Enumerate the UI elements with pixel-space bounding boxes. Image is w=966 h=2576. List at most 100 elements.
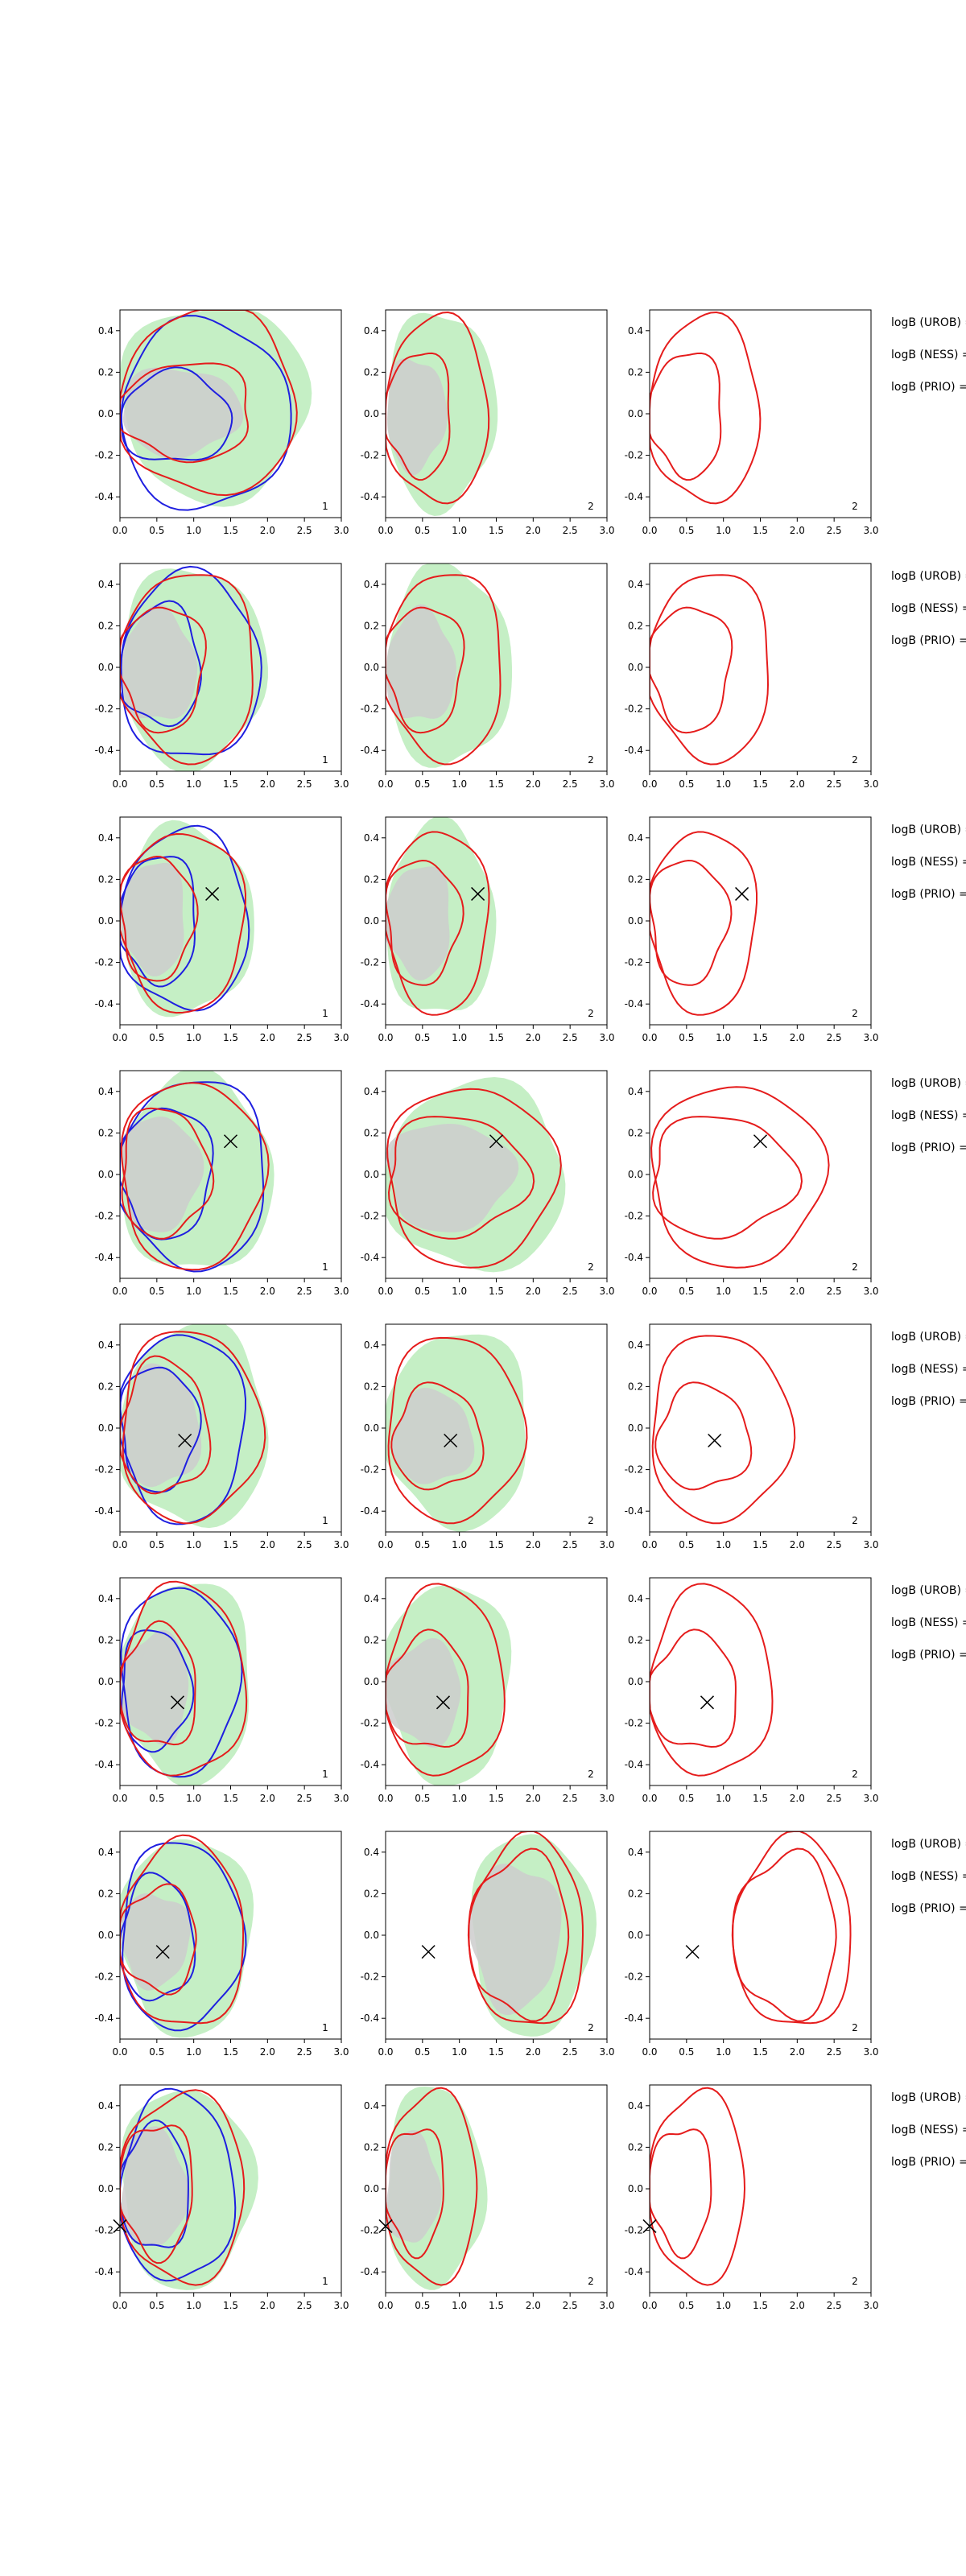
y-tick-label: -0.4	[361, 491, 379, 502]
fill-inner-region	[387, 358, 448, 476]
y-tick-label: -0.4	[625, 2266, 643, 2277]
x-tick-label: 0.0	[378, 2300, 393, 2311]
y-tick-label: -0.2	[361, 1464, 379, 1476]
red-contour-inner	[652, 1116, 803, 1240]
x-tick-label: 2.0	[790, 1286, 805, 1297]
x-tick-label: 3.0	[599, 778, 614, 790]
plot-area	[650, 1578, 871, 1785]
y-tick-label: -0.2	[95, 1971, 114, 1983]
y-tick-label: -0.2	[625, 704, 643, 715]
x-tick-label: 2.5	[827, 1793, 842, 1804]
y-tick-label: 0.2	[98, 620, 114, 631]
y-tick-label: -0.4	[95, 745, 114, 756]
x-tick-label: 2.0	[790, 1539, 805, 1550]
cross-marker	[170, 1695, 185, 1710]
panel-number-label: 2	[852, 754, 858, 766]
y-tick-label: -0.2	[361, 2225, 379, 2236]
y-tick-label: 0.2	[628, 1888, 643, 1899]
red-contour-outer	[120, 574, 254, 766]
x-tick-label: 2.5	[297, 778, 312, 790]
y-tick-label: 0.0	[364, 662, 379, 673]
y-tick-label: -0.2	[95, 957, 114, 968]
logb-label: logB (PRIO) =	[891, 1902, 966, 1915]
red-contour-inner	[120, 1620, 196, 1746]
fill-inner-region	[120, 2126, 190, 2247]
x-tick-label: 0.5	[415, 1539, 430, 1550]
panel-number-label: 2	[588, 1261, 594, 1273]
y-tick-label: 0.0	[628, 1930, 643, 1941]
panel-5-3: 0.0 0.5 1.0 1.5 2.0 2.5 3.0 -0.4 -0.2 0.0 0.2 0.4 2	[625, 1323, 879, 1550]
plot-content	[731, 1831, 852, 2025]
y-tick-label: -0.2	[625, 957, 643, 968]
x-tick-label: 0.5	[415, 1032, 430, 1043]
x-tick-label: 2.5	[827, 2046, 842, 2058]
y-tick-label: 0.4	[98, 1086, 114, 1097]
red-contour-inner	[120, 1355, 212, 1495]
red-contour-outer	[120, 832, 247, 1014]
y-tick-label: -0.4	[95, 1759, 114, 1770]
y-tick-label: 0.2	[364, 1634, 379, 1645]
plot-content	[386, 1334, 528, 1532]
red-contour-outer	[120, 1580, 248, 1777]
x-tick-label: 1.0	[186, 1032, 201, 1043]
x-tick-label: 0.0	[642, 1032, 657, 1043]
x-tick-label: 0.5	[415, 2046, 430, 2058]
x-tick-label: 2.5	[563, 1286, 578, 1297]
x-tick-label: 2.0	[260, 1793, 275, 1804]
x-tick-label: 3.0	[333, 1286, 349, 1297]
x-tick-label: 0.5	[149, 1032, 164, 1043]
y-tick-label: 0.4	[628, 1847, 643, 1858]
panel-number-label: 1	[322, 1515, 328, 1526]
red-contour-inner	[650, 2128, 712, 2260]
panel-number-label: 2	[852, 501, 858, 512]
red-contour-inner	[386, 2128, 444, 2260]
cross-marker-stroke	[155, 1945, 170, 1959]
y-tick-label: 0.0	[364, 915, 379, 927]
cross-marker	[223, 1134, 238, 1149]
fill-inner-region	[386, 1638, 461, 1748]
red-contour-inner	[386, 606, 465, 734]
red-contour-inner	[650, 859, 733, 986]
x-tick-label: 0.0	[112, 2046, 127, 2058]
red-contour-inner	[120, 1883, 197, 1996]
panel-8-1: 0.0 0.5 1.0 1.5 2.0 2.5 3.0 -0.4 -0.2 0.0 0.2 0.4 1	[95, 2084, 349, 2311]
x-tick-label: 3.0	[863, 1793, 878, 1804]
red-contour-outer	[650, 311, 762, 505]
y-tick-label: -0.4	[361, 2266, 379, 2277]
y-tick-label: 0.4	[98, 325, 114, 336]
panel-number-label: 1	[322, 1008, 328, 1019]
x-tick-label: 0.5	[679, 1539, 694, 1550]
x-tick-label: 2.5	[297, 2046, 312, 2058]
y-tick-label: -0.2	[95, 1718, 114, 1729]
panel-2-1: 0.0 0.5 1.0 1.5 2.0 2.5 3.0 -0.4 -0.2 0.0 0.2 0.4 1	[95, 563, 349, 790]
y-tick-label: -0.4	[361, 1759, 379, 1770]
x-tick-label: 0.5	[415, 1793, 430, 1804]
plot-area	[650, 1324, 871, 1532]
y-tick-label: 0.2	[364, 873, 379, 885]
y-tick-label: -0.2	[361, 1211, 379, 1222]
fill-inner-region	[120, 1117, 204, 1232]
plot-content	[386, 311, 498, 516]
panel-4-1: 0.0 0.5 1.0 1.5 2.0 2.5 3.0 -0.4 -0.2 0.0 0.2 0.4 1	[95, 1070, 349, 1297]
logb-label: logB (NESS) =	[891, 349, 966, 361]
x-tick-label: 0.0	[642, 2046, 657, 2058]
red-contour-outer	[650, 1086, 830, 1269]
panel-8-2: 0.0 0.5 1.0 1.5 2.0 2.5 3.0 -0.4 -0.2 0.0 0.2 0.4 2	[361, 2084, 615, 2311]
x-tick-label: 2.5	[563, 1539, 578, 1550]
x-tick-label: 2.0	[260, 1286, 275, 1297]
panel-number-label: 2	[588, 1515, 594, 1526]
x-tick-label: 1.0	[186, 1539, 201, 1550]
x-tick-label: 0.0	[378, 1032, 393, 1043]
y-tick-label: -0.4	[95, 2266, 114, 2277]
y-tick-label: 0.0	[628, 1676, 643, 1687]
x-tick-label: 1.5	[489, 1032, 504, 1043]
x-tick-label: 2.0	[260, 2046, 275, 2058]
x-tick-label: 2.0	[790, 525, 805, 536]
x-tick-label: 2.0	[790, 778, 805, 790]
red-contour-outer	[120, 310, 298, 497]
panel-number-label: 2	[852, 1261, 858, 1273]
panel-7-2: 0.0 0.5 1.0 1.5 2.0 2.5 3.0 -0.4 -0.2 0.0 0.2 0.4 2	[361, 1831, 615, 2058]
x-tick-label: 1.0	[452, 2300, 467, 2311]
y-tick-label: 0.2	[364, 2141, 379, 2153]
x-tick-label: 3.0	[599, 2046, 614, 2058]
